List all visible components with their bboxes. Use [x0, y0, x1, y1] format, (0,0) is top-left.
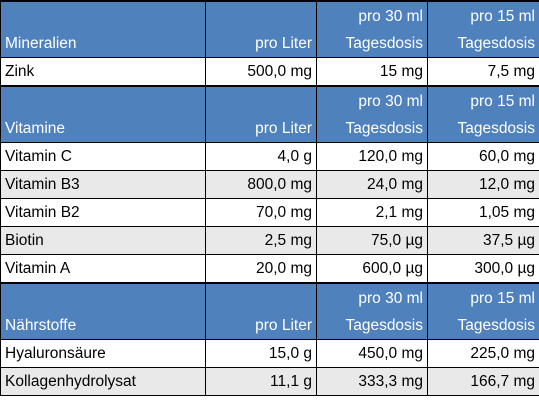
col-header-line1: pro 15 ml [470, 290, 535, 307]
table-row: Vitamin C 4,0 g 120,0 mg 60,0 mg [0, 142, 539, 171]
table-row: Vitamin A 20,0 mg 600,0 µg 300,0 µg [0, 254, 539, 284]
value-per-15ml: 166,7 mg [427, 367, 539, 396]
col-header-per-15ml: pro 15 ml Tagesdosis [427, 282, 539, 340]
col-header-per-liter: pro Liter [205, 0, 317, 58]
section-label: Nährstoffe [0, 282, 206, 340]
value-per-liter: 800,0 mg [205, 170, 317, 199]
nutrient-name: Vitamin B3 [0, 170, 206, 199]
col-header-per-liter: pro Liter [205, 85, 317, 143]
value-per-30ml: 15 mg [316, 57, 428, 87]
col-header-per-liter: pro Liter [205, 282, 317, 340]
nutrient-name: Biotin [0, 226, 206, 255]
nutrient-name: Vitamin C [0, 142, 206, 171]
value-per-30ml: 75,0 µg [316, 226, 428, 255]
value-per-30ml: 120,0 mg [316, 142, 428, 171]
value-per-15ml: 12,0 mg [427, 170, 539, 199]
value-per-liter: 20,0 mg [205, 254, 317, 284]
col-header-per-30ml: pro 30 ml Tagesdosis [316, 85, 428, 143]
table-row: Vitamin B3 800,0 mg 24,0 mg 12,0 mg [0, 170, 539, 199]
nutrient-name: Vitamin B2 [0, 198, 206, 227]
section-label: Vitamine [0, 85, 206, 143]
value-per-15ml: 225,0 mg [427, 339, 539, 368]
section-header-vitamine: Vitamine pro Liter pro 30 ml Tagesdosis … [0, 85, 539, 143]
table-row: Kollagenhydrolysat 11,1 g 333,3 mg 166,7… [0, 367, 539, 396]
section-header-mineralien: Mineralien pro Liter pro 30 ml Tagesdosi… [0, 0, 539, 58]
table-row: Hyaluronsäure 15,0 g 450,0 mg 225,0 mg [0, 339, 539, 368]
value-per-30ml: 600,0 µg [316, 254, 428, 284]
nutrient-name: Vitamin A [0, 254, 206, 284]
col-header-per-30ml: pro 30 ml Tagesdosis [316, 0, 428, 58]
value-per-liter: 500,0 mg [205, 57, 317, 87]
value-per-30ml: 24,0 mg [316, 170, 428, 199]
col-header-line2: Tagesdosis [457, 120, 535, 137]
col-header-line2: Tagesdosis [345, 120, 423, 137]
col-header-per-15ml: pro 15 ml Tagesdosis [427, 0, 539, 58]
col-header-line1: pro 30 ml [358, 8, 423, 25]
value-per-30ml: 450,0 mg [316, 339, 428, 368]
col-header-per-30ml: pro 30 ml Tagesdosis [316, 282, 428, 340]
col-header-line1: pro 15 ml [470, 8, 535, 25]
section-header-naehrstoffe: Nährstoffe pro Liter pro 30 ml Tagesdosi… [0, 282, 539, 340]
value-per-liter: 70,0 mg [205, 198, 317, 227]
col-header-line2: Tagesdosis [457, 317, 535, 334]
nutrient-name: Kollagenhydrolysat [0, 367, 206, 396]
nutrient-name: Hyaluronsäure [0, 339, 206, 368]
value-per-15ml: 60,0 mg [427, 142, 539, 171]
col-header-per-15ml: pro 15 ml Tagesdosis [427, 85, 539, 143]
col-header-line2: Tagesdosis [345, 35, 423, 52]
col-header-line2: Tagesdosis [457, 35, 535, 52]
value-per-15ml: 1,05 mg [427, 198, 539, 227]
value-per-15ml: 300,0 µg [427, 254, 539, 284]
value-per-liter: 15,0 g [205, 339, 317, 368]
col-header-line2: Tagesdosis [345, 317, 423, 334]
value-per-liter: 4,0 g [205, 142, 317, 171]
value-per-30ml: 2,1 mg [316, 198, 428, 227]
col-header-line1: pro 30 ml [358, 290, 423, 307]
table-row: Zink 500,0 mg 15 mg 7,5 mg [0, 57, 539, 87]
value-per-liter: 2,5 mg [205, 226, 317, 255]
value-per-liter: 11,1 g [205, 367, 317, 396]
table-row: Vitamin B2 70,0 mg 2,1 mg 1,05 mg [0, 198, 539, 227]
value-per-15ml: 37,5 µg [427, 226, 539, 255]
section-label: Mineralien [0, 0, 206, 58]
col-header-line1: pro 15 ml [470, 93, 535, 110]
col-header-line1: pro 30 ml [358, 93, 423, 110]
value-per-15ml: 7,5 mg [427, 57, 539, 87]
table-row: Biotin 2,5 mg 75,0 µg 37,5 µg [0, 226, 539, 255]
value-per-30ml: 333,3 mg [316, 367, 428, 396]
nutrient-name: Zink [0, 57, 206, 87]
